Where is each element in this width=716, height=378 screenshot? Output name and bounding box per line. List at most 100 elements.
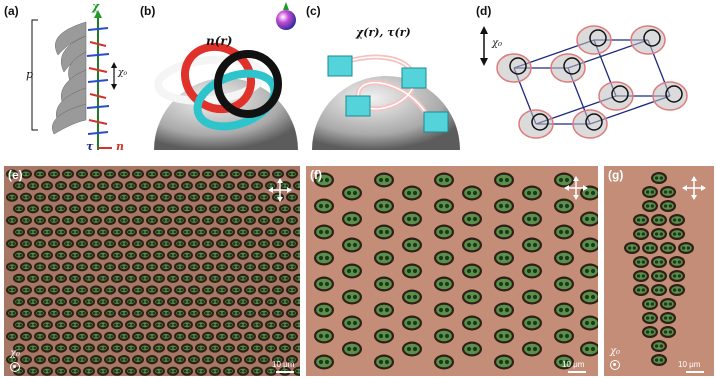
cell <box>13 204 25 214</box>
cell <box>34 239 46 249</box>
cell <box>104 215 116 225</box>
panel-f-label: (f) <box>310 168 322 182</box>
cell <box>314 328 334 344</box>
cell <box>104 192 116 202</box>
cell <box>48 192 60 202</box>
cell <box>258 262 270 272</box>
cell <box>90 192 102 202</box>
cell <box>580 211 598 227</box>
cell <box>174 239 186 249</box>
micrograph-e <box>6 169 300 376</box>
cell <box>62 192 74 202</box>
cell <box>97 181 109 191</box>
cell <box>209 297 221 307</box>
cell <box>286 239 298 249</box>
cell <box>146 215 158 225</box>
cell <box>118 192 130 202</box>
cell <box>251 343 263 353</box>
cell <box>633 228 649 240</box>
cell <box>669 256 685 268</box>
cell <box>642 242 658 254</box>
cell <box>83 343 95 353</box>
cell <box>104 262 116 272</box>
cell <box>76 285 88 295</box>
cell <box>174 262 186 272</box>
cell <box>580 237 598 253</box>
helix-illustration <box>31 10 117 150</box>
cell <box>167 250 179 260</box>
cell <box>434 198 454 214</box>
cell <box>69 297 81 307</box>
cell <box>209 227 221 237</box>
cell <box>97 343 109 353</box>
pitch-label: p <box>26 68 34 81</box>
cell <box>83 227 95 237</box>
cell <box>251 273 263 283</box>
cell <box>216 355 228 365</box>
cell <box>223 297 235 307</box>
cell <box>34 215 46 225</box>
cell <box>125 273 137 283</box>
cell <box>118 215 130 225</box>
cell <box>13 273 25 283</box>
cell <box>237 297 249 307</box>
cell <box>342 315 362 331</box>
cell <box>494 302 514 318</box>
cell <box>195 366 207 376</box>
knot-nodes <box>496 25 688 139</box>
cell <box>55 320 67 330</box>
cell <box>6 331 18 341</box>
cell <box>160 239 172 249</box>
cell <box>48 285 60 295</box>
cell <box>55 250 67 260</box>
cell <box>153 320 165 330</box>
cell <box>125 320 137 330</box>
cell <box>118 331 130 341</box>
cell <box>34 285 46 295</box>
cell <box>34 262 46 272</box>
cell <box>55 297 67 307</box>
cell <box>118 285 130 295</box>
cell <box>6 215 18 225</box>
cell <box>181 366 193 376</box>
cell <box>314 172 334 188</box>
cell <box>97 320 109 330</box>
chi-out-of-plane-icon <box>610 360 620 370</box>
cell <box>272 331 284 341</box>
cell <box>181 343 193 353</box>
cell <box>181 250 193 260</box>
cell <box>62 262 74 272</box>
cell <box>633 284 649 296</box>
cell <box>111 320 123 330</box>
cell <box>139 297 151 307</box>
cell <box>209 204 221 214</box>
cell <box>669 214 685 226</box>
panel-e: (e) χ₀ 10 μm <box>4 166 300 376</box>
cell <box>434 224 454 240</box>
cell <box>69 181 81 191</box>
cell <box>669 284 685 296</box>
chi-out-of-plane-icon <box>10 362 20 372</box>
cell <box>69 366 81 376</box>
cell <box>272 239 284 249</box>
cell <box>188 169 200 179</box>
cell <box>160 285 172 295</box>
cell <box>41 343 53 353</box>
cell <box>83 181 95 191</box>
cell <box>522 315 542 331</box>
cell <box>258 169 270 179</box>
cell <box>374 172 394 188</box>
cell <box>272 169 284 179</box>
panel-g-chi0: χ₀ <box>610 346 621 357</box>
cell <box>13 297 25 307</box>
cell <box>153 366 165 376</box>
cell <box>522 341 542 357</box>
cell <box>402 237 422 253</box>
cell <box>167 204 179 214</box>
cell <box>90 169 102 179</box>
cell <box>434 302 454 318</box>
cell <box>174 331 186 341</box>
cell <box>202 331 214 341</box>
cell <box>554 328 574 344</box>
cell <box>258 239 270 249</box>
